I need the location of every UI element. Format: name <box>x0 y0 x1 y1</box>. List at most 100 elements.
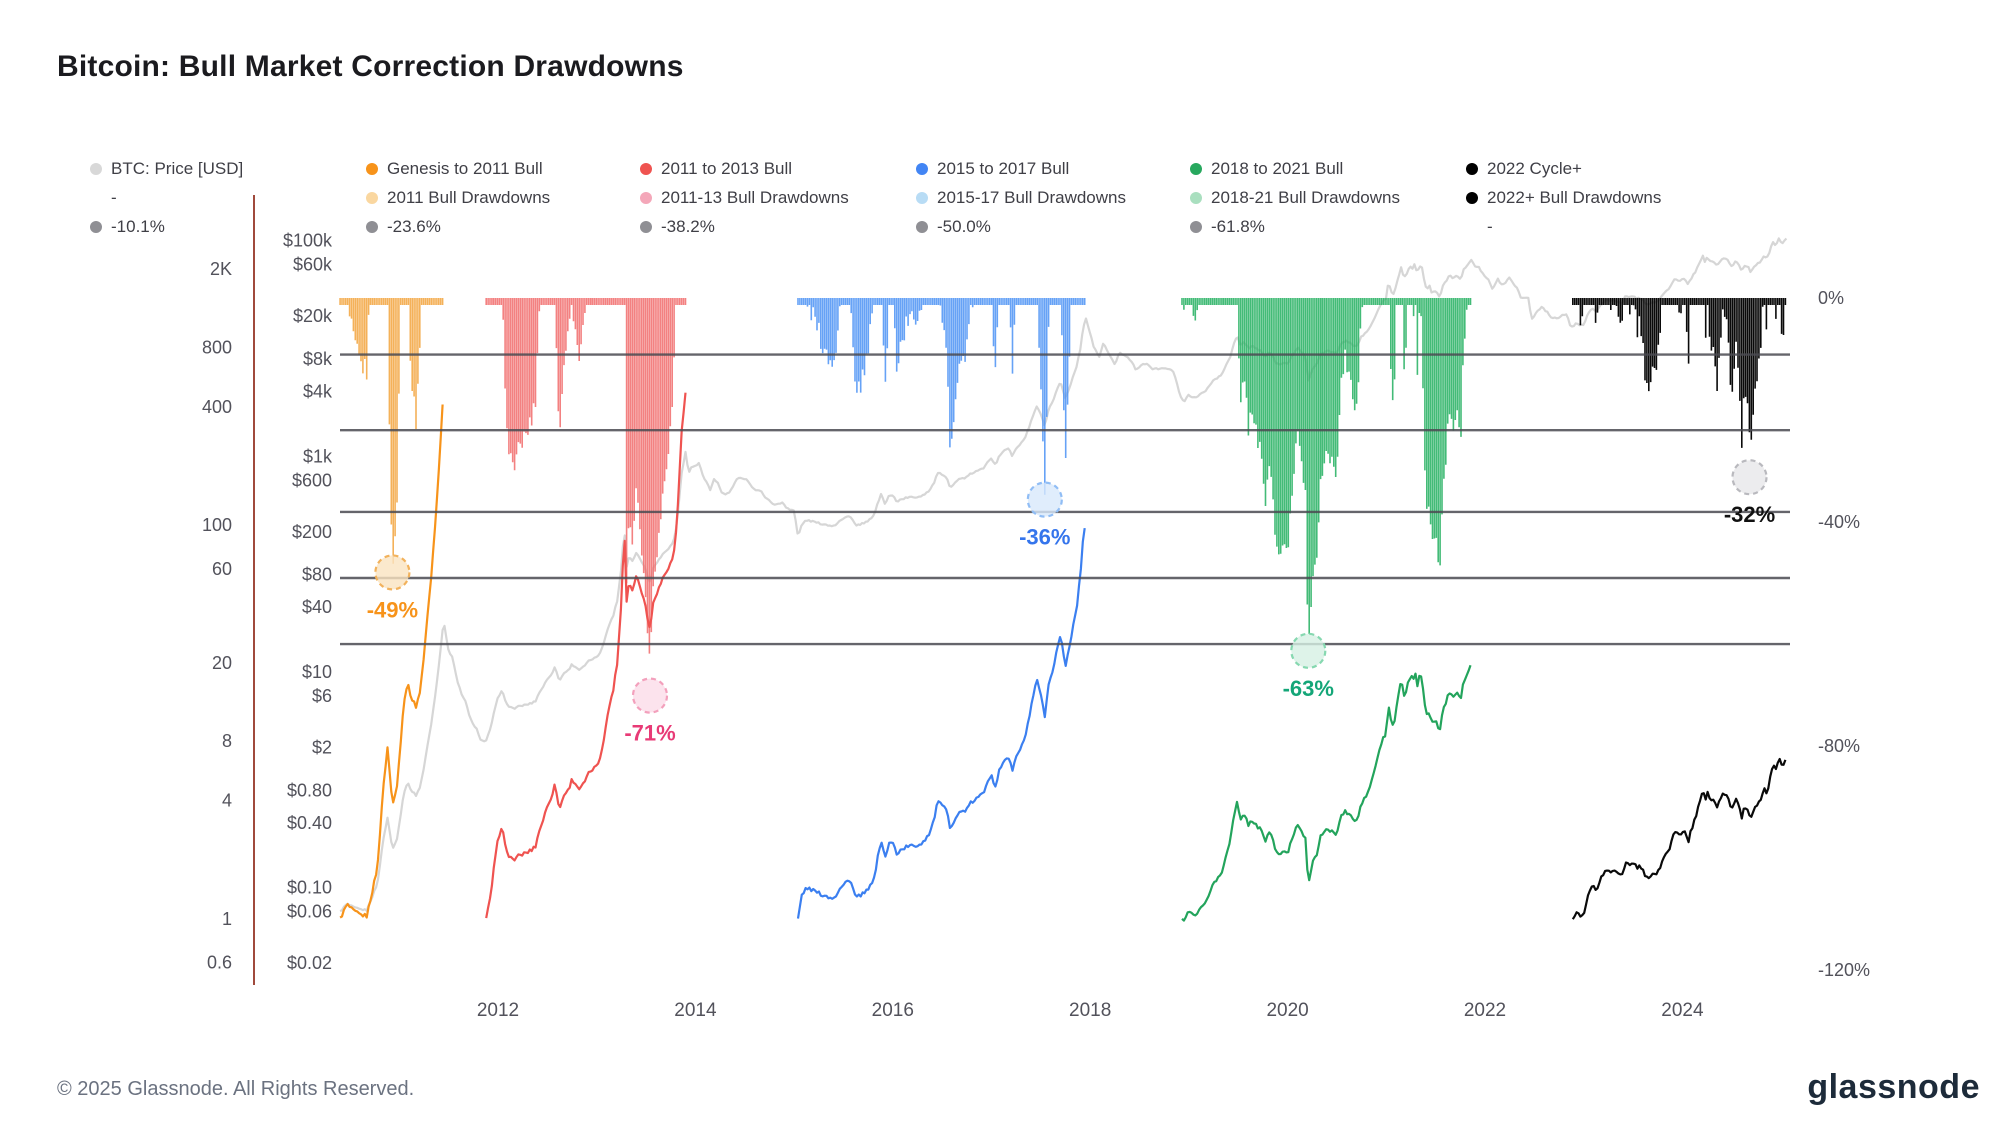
price-axis-label: $1k <box>303 446 333 466</box>
legend-label: -38.2% <box>661 217 715 236</box>
legend-label: 2011 to 2013 Bull <box>661 159 793 178</box>
legend-label: Genesis to 2011 Bull <box>387 159 543 178</box>
era-price-line <box>1181 664 1472 922</box>
index-axis-label: 4 <box>222 790 232 810</box>
year-axis-label: 2024 <box>1661 1000 1704 1021</box>
price-axis-label: $0.40 <box>287 813 332 833</box>
drawdown-annotation-circle <box>374 554 411 591</box>
legend-item[interactable]: 2022 Cycle+ <box>1466 158 1582 180</box>
era-price-line <box>485 392 687 919</box>
legend-label: 2018 to 2021 Bull <box>1211 159 1344 178</box>
legend-item[interactable]: Genesis to 2011 Bull <box>366 158 543 180</box>
price-axis-label: $100k <box>283 231 333 251</box>
price-axis-label: $80 <box>302 565 332 585</box>
legend-label: 2011 Bull Drawdowns <box>387 188 551 207</box>
index-axis-label: 8 <box>222 731 232 751</box>
year-axis-label: 2014 <box>674 1000 717 1021</box>
drawdown-annotation-circle <box>631 677 669 714</box>
legend-dot <box>1466 163 1478 175</box>
legend-item[interactable]: BTC: Price [USD] <box>90 158 243 180</box>
price-axis-label: $200 <box>292 522 332 542</box>
drawdown-axis-label: -80% <box>1818 736 1860 756</box>
price-axis-label: $600 <box>292 470 332 490</box>
legend-label: 2022 Cycle+ <box>1487 159 1582 178</box>
legend-item[interactable]: - <box>1466 216 1493 238</box>
index-axis-label: 1 <box>222 909 232 929</box>
legend-item[interactable]: -50.0% <box>916 216 991 238</box>
era-drawdown-bars <box>485 298 687 654</box>
legend-dot <box>1190 221 1202 233</box>
index-axis-label: 400 <box>202 397 232 417</box>
price-axis-label: $10 <box>302 662 332 682</box>
price-axis-label: $0.10 <box>287 878 332 898</box>
price-axis-label: $60k <box>293 255 333 275</box>
legend-dot <box>366 163 378 175</box>
legend-dot <box>366 221 378 233</box>
legend-item[interactable]: -38.2% <box>640 216 715 238</box>
copyright-text: © 2025 Glassnode. All Rights Reserved. <box>57 1078 415 1100</box>
legend-dot <box>1466 192 1478 204</box>
legend-label: 2015 to 2017 Bull <box>937 159 1070 178</box>
index-axis-label: 100 <box>202 515 232 535</box>
drawdown-annotation-label: -63% <box>1283 676 1334 701</box>
drawdown-axis-label: 0% <box>1818 288 1844 308</box>
legend-item[interactable]: -61.8% <box>1190 216 1265 238</box>
legend-dot <box>640 163 652 175</box>
year-axis-label: 2022 <box>1464 1000 1506 1021</box>
era-drawdown-bars <box>1181 298 1472 634</box>
legend-item[interactable]: -10.1% <box>90 216 165 238</box>
legend-item[interactable]: 2011-13 Bull Drawdowns <box>640 187 849 209</box>
legend-label: BTC: Price [USD] <box>111 159 244 178</box>
legend-label: -10.1% <box>111 217 165 236</box>
legend-label: 2011-13 Bull Drawdowns <box>661 188 849 207</box>
drawdown-annotation-label: -36% <box>1019 525 1070 550</box>
price-axis-label: $4k <box>303 382 333 402</box>
price-axis-label: $40 <box>302 597 332 617</box>
legend-label: - <box>111 188 117 207</box>
legend-item[interactable]: -23.6% <box>366 216 441 238</box>
legend-label: 2022+ Bull Drawdowns <box>1487 188 1662 207</box>
legend-item[interactable]: 2015-17 Bull Drawdowns <box>916 187 1126 209</box>
legend-item[interactable]: 2011 to 2013 Bull <box>640 158 792 180</box>
legend-item[interactable]: 2018 to 2021 Bull <box>1190 158 1343 180</box>
legend-label: -23.6% <box>387 217 441 236</box>
legend: BTC: Price [USD] Genesis to 2011 Bull 2011… <box>0 0 2000 250</box>
price-axis-label: $2 <box>312 737 332 757</box>
era-drawdown-bars <box>797 298 1086 495</box>
era-price-line <box>1571 757 1787 920</box>
legend-item[interactable]: 2011 Bull Drawdowns <box>366 187 550 209</box>
era-price-line <box>339 404 444 919</box>
drawdown-annotation-circle <box>1290 632 1327 669</box>
price-axis-label: $20k <box>293 306 333 326</box>
index-axis-label: 60 <box>212 559 232 579</box>
drawdown-annotation-label: -49% <box>367 597 418 622</box>
legend-label: -61.8% <box>1211 217 1265 236</box>
index-axis-label: 2K <box>210 259 232 279</box>
legend-label: - <box>1487 217 1493 236</box>
era-price-line <box>796 527 1086 919</box>
legend-dot <box>916 221 928 233</box>
legend-dot <box>640 192 652 204</box>
price-axis-label: $0.80 <box>287 780 332 800</box>
legend-item[interactable]: 2015 to 2017 Bull <box>916 158 1069 180</box>
legend-dot <box>640 221 652 233</box>
year-axis-label: 2020 <box>1266 1000 1308 1021</box>
price-axis-label: $8k <box>303 349 333 369</box>
legend-dot <box>90 163 102 175</box>
index-axis-label: 0.6 <box>207 953 232 973</box>
legend-item[interactable]: 2022+ Bull Drawdowns <box>1466 187 1661 209</box>
price-axis-label: $0.02 <box>287 953 332 973</box>
drawdown-annotation-circle <box>1026 481 1063 518</box>
index-axis-label: 20 <box>212 653 232 673</box>
year-axis-label: 2012 <box>477 1000 519 1021</box>
legend-item[interactable]: - <box>90 187 117 209</box>
legend-dot <box>366 192 378 204</box>
year-axis-label: 2018 <box>1069 1000 1111 1021</box>
legend-item[interactable]: 2018-21 Bull Drawdowns <box>1190 187 1400 209</box>
drawdown-annotation-label: -32% <box>1724 502 1775 527</box>
glassnode-logo: glassnode <box>1807 1068 1980 1106</box>
era-drawdown-bars <box>339 298 444 564</box>
drawdown-annotation-circle <box>1731 459 1768 496</box>
chart-title: Bitcoin: Bull Market Correction Drawdown… <box>57 50 684 83</box>
